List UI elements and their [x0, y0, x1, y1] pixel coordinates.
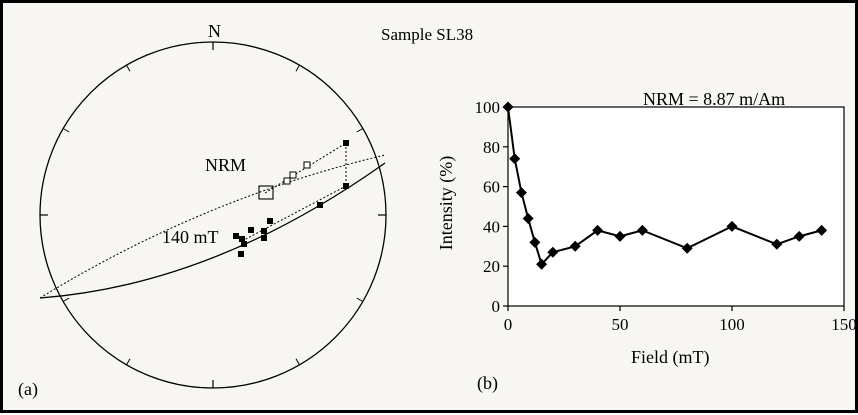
filled-point [317, 202, 323, 208]
filled-point [233, 233, 239, 239]
y-tick-label: 20 [483, 257, 500, 276]
stereonet-panel: N NRM 140 mT [39, 21, 387, 389]
filled-point [241, 241, 247, 247]
nrm-direction-marker [258, 185, 274, 200]
filled-point [343, 183, 349, 189]
nrm-great-circle [39, 154, 386, 299]
degree-tick [295, 358, 300, 366]
nrm-label: NRM [205, 155, 246, 175]
open-point [289, 171, 297, 179]
data-point [636, 224, 648, 236]
y-tick-label: 100 [475, 98, 501, 117]
y-axis-ticks: 0 20 40 60 80 100 [475, 98, 508, 316]
degree-tick [126, 64, 131, 72]
data-point [515, 187, 527, 199]
degree-tick [356, 297, 364, 302]
data-point [502, 101, 514, 113]
series-markers [502, 101, 828, 270]
data-point [509, 153, 521, 165]
degree-tick [62, 128, 70, 133]
y-axis-label: Intensity (%) [436, 156, 457, 250]
figure-canvas: N NRM 140 mT Sample SL38 (a) (b) 0 50 100 1… [18, 21, 857, 400]
data-point [816, 224, 828, 236]
filled-point [239, 236, 245, 242]
step-label: 140 mT [162, 227, 219, 247]
series-line [507, 106, 822, 267]
filled-point [343, 140, 349, 146]
y-tick-label: 0 [492, 297, 501, 316]
x-tick-label: 0 [504, 315, 513, 334]
figure-title: Sample SL38 [381, 25, 473, 44]
demag-great-circle [39, 162, 386, 299]
data-point [547, 246, 559, 258]
open-point [303, 161, 311, 169]
data-point [536, 258, 548, 270]
y-tick-label: 60 [483, 178, 500, 197]
intensity-chart: 0 50 100 150 0 20 40 60 80 100 NRM = 8.87 m/Am F… [436, 89, 857, 368]
filled-point [261, 228, 267, 234]
x-tick-label: 150 [831, 315, 855, 334]
plot-frame [507, 106, 845, 307]
y-tick-label: 80 [483, 138, 500, 157]
degree-ticks [62, 64, 364, 366]
x-axis-ticks: 0 50 100 150 [504, 306, 857, 334]
demag-trajectory-line [241, 185, 347, 242]
data-point [592, 224, 604, 236]
x-axis-label: Field (mT) [631, 347, 710, 368]
degree-tick [62, 297, 70, 302]
data-point [681, 242, 693, 254]
data-point [771, 238, 783, 250]
y-tick-label: 40 [483, 217, 500, 236]
degree-tick [356, 128, 364, 133]
data-point [726, 220, 738, 232]
panel-a-label: (a) [18, 379, 38, 400]
north-label: N [208, 21, 221, 41]
data-point [529, 236, 541, 248]
x-tick-label: 50 [612, 315, 629, 334]
x-tick-label: 100 [719, 315, 745, 334]
data-point [522, 212, 534, 224]
filled-point [248, 227, 254, 233]
degree-tick [295, 64, 300, 72]
filled-point [238, 251, 244, 257]
filled-point [267, 218, 273, 224]
data-point [793, 230, 805, 242]
filled-point [261, 235, 267, 241]
stereonet-primitive-circle [39, 41, 387, 389]
open-point [283, 177, 291, 185]
degree-tick [126, 358, 131, 366]
panel-b-label: (b) [477, 373, 498, 394]
data-point [569, 240, 581, 252]
data-point [614, 230, 626, 242]
nrm-annotation: NRM = 8.87 m/Am [643, 89, 785, 109]
